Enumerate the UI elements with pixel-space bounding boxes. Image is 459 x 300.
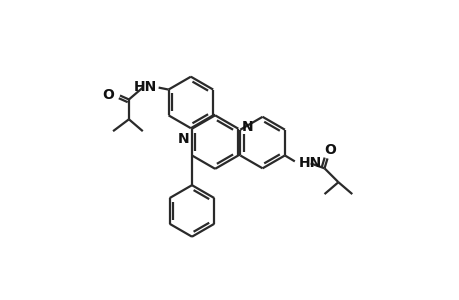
- Text: N: N: [241, 120, 252, 134]
- Text: HN: HN: [133, 80, 157, 94]
- Text: O: O: [324, 143, 336, 158]
- Text: O: O: [102, 88, 114, 101]
- Text: N: N: [177, 132, 189, 146]
- Text: HN: HN: [298, 156, 321, 170]
